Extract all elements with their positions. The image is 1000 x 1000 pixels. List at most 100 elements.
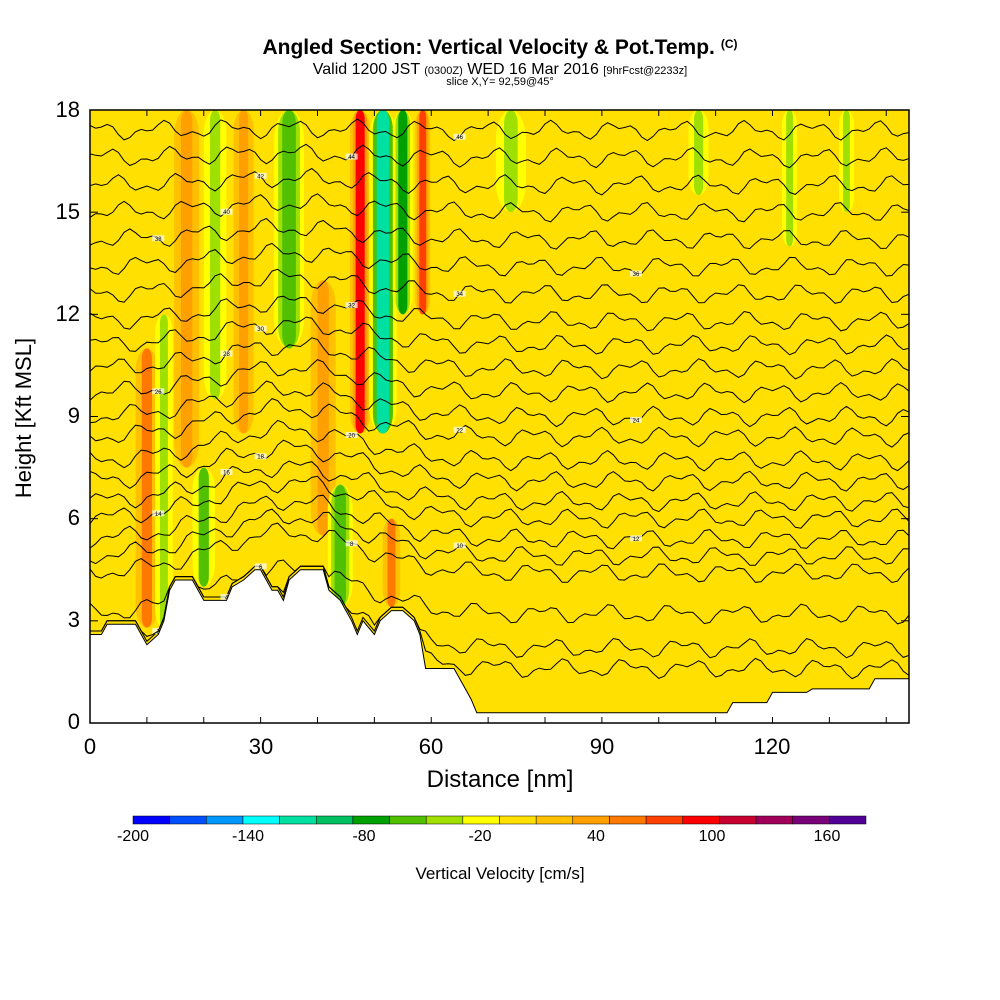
- chart-subtitle: Valid 1200 JST (0300Z) WED 16 Mar 2016 […: [0, 61, 1000, 79]
- colorbar-swatch: [425, 815, 464, 825]
- colorbar-tick-label: -140: [231, 828, 265, 845]
- isentrope-line: [90, 143, 909, 169]
- isentrope-label: 18: [257, 455, 264, 461]
- colorbar-tick-label: -20: [468, 828, 492, 845]
- chart-slice-info: slice X,Y= 92,59@45°: [446, 76, 554, 88]
- isentrope-label: 34: [456, 292, 463, 298]
- colorbar-swatch: [829, 815, 867, 825]
- isentrope-label: 26: [155, 390, 162, 396]
- x-tick-label: 0: [83, 734, 97, 759]
- isentrope-line: [90, 217, 909, 250]
- isentrope-label: 40: [223, 210, 230, 216]
- downdraft-band: [198, 467, 209, 587]
- isentrope-label-bg: [220, 208, 233, 215]
- isentrope-label-bg: [630, 416, 642, 423]
- isentrope-label-bg: [630, 270, 642, 277]
- colorbar-swatch: [132, 815, 170, 825]
- x-tick-label: 60: [418, 734, 444, 759]
- colorbar-swatch: [755, 815, 793, 825]
- isentrope-line: [90, 242, 909, 277]
- downdraft-band: [398, 110, 408, 315]
- isentrope-label: 44: [348, 155, 355, 161]
- subtitle-valid: Valid 1200 JST: [312, 61, 420, 78]
- isentrope-label: 24: [633, 418, 640, 424]
- isentrope-line: [90, 398, 909, 448]
- isentrope-label-bg: [254, 563, 267, 570]
- x-tick-label: 120: [753, 734, 791, 759]
- downdraft-band: [282, 110, 296, 349]
- x-axis-label: Distance [nm]: [426, 766, 574, 793]
- colorbar-swatch: [206, 815, 244, 825]
- isentrope-line: [90, 559, 909, 625]
- isentrope-label: 10: [456, 544, 463, 550]
- isentrope-line: [90, 419, 909, 472]
- colorbar-swatch: [499, 815, 537, 825]
- colorbar-tick-label: -200: [116, 828, 150, 845]
- isentrope-label-bg: [345, 153, 358, 160]
- isentrope-label: 30: [257, 327, 264, 333]
- isentrope-line: [90, 118, 909, 142]
- isentrope-label-bg: [345, 431, 358, 438]
- isentrope-line: [90, 359, 909, 404]
- isentrope-label: 36: [633, 272, 640, 278]
- isentrope-line: [90, 439, 909, 492]
- colorbar-swatch: [792, 815, 830, 825]
- subtitle-date: WED 16 Mar 2016: [467, 61, 599, 78]
- colorbar-tick-label: 40: [587, 828, 605, 845]
- isentrope-label-bg: [453, 542, 466, 549]
- colorbar-swatch: [609, 815, 647, 825]
- colorbar-swatch: [352, 815, 390, 825]
- y-tick-label: 12: [55, 301, 80, 326]
- terrain: [90, 569, 909, 723]
- isentrope-label: 6: [259, 565, 263, 571]
- isentrope-line: [90, 494, 909, 550]
- isentrope-line: [90, 295, 909, 332]
- isentrope-label-bg: [254, 172, 267, 179]
- isentrope-label-bg: [152, 235, 165, 242]
- isentrope-label-bg: [254, 325, 267, 332]
- updraft-band: [387, 518, 396, 608]
- isentrope-label-bg: [453, 133, 466, 140]
- isentrope-label: 38: [155, 237, 162, 243]
- isentrope-label: 8: [350, 542, 354, 548]
- isentrope-label-bg: [630, 535, 642, 542]
- isentrope-label-bg: [453, 426, 466, 433]
- y-tick-label: 3: [67, 607, 80, 632]
- colorbar-tick-label: -80: [352, 828, 376, 845]
- isentrope-label-bg: [254, 453, 267, 460]
- downdraft-band: [376, 110, 390, 434]
- y-tick-label: 0: [67, 709, 80, 734]
- colorbar-swatch: [682, 815, 720, 825]
- isentrope-line: [90, 316, 909, 356]
- subtitle-utc: (0300Z): [424, 65, 463, 77]
- colorbar-swatch: [719, 815, 757, 825]
- downdraft-band: [786, 110, 793, 247]
- subtitle-forecast: [9hrFcst@2233z]: [603, 65, 688, 77]
- isentrope-label: 14: [155, 512, 162, 518]
- x-tick-label: 90: [589, 734, 615, 759]
- colorbar-swatch: [572, 815, 610, 825]
- isentrope-label-bg: [152, 510, 165, 517]
- x-tick-label: 30: [248, 734, 274, 759]
- isentrope-label-bg: [345, 302, 358, 309]
- isentrope-label: 20: [348, 433, 355, 439]
- title-text: Angled Section: Vertical Velocity & Pot.…: [262, 36, 715, 59]
- title-mark: (C): [720, 37, 738, 51]
- isentrope-label: 22: [456, 428, 463, 434]
- isentrope-label: 12: [633, 537, 640, 543]
- colorbar-swatch: [535, 815, 574, 825]
- isentrope-label: 42: [257, 174, 264, 180]
- colorbar-swatch: [242, 815, 280, 825]
- isentrope-label-bg: [345, 540, 358, 547]
- isentrope-label-bg: [152, 388, 165, 395]
- isentrope-label: 32: [348, 304, 355, 310]
- colorbar-tick-label: 100: [698, 828, 726, 845]
- isentrope-label: 16: [223, 471, 230, 477]
- isentrope-label: 28: [223, 352, 230, 358]
- updraft-band: [355, 110, 365, 434]
- colorbar-tick-label: 160: [813, 828, 841, 845]
- colorbar-label: Vertical Velocity [cm/s]: [415, 864, 585, 883]
- downdraft-band: [843, 110, 850, 213]
